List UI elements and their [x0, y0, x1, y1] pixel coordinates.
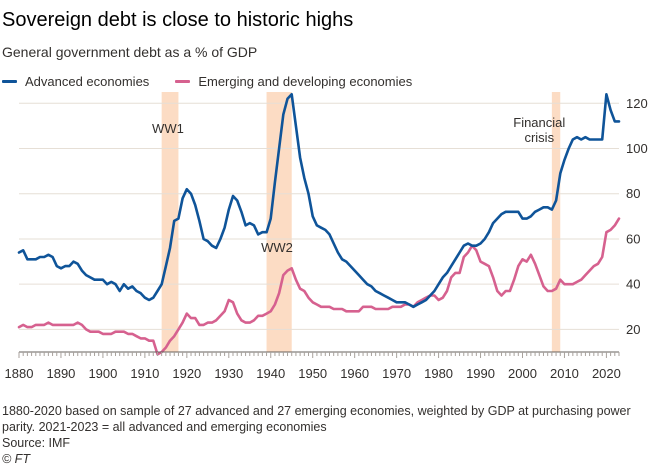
x-tick-label: 2010: [550, 366, 579, 381]
footnote: 1880-2020 based on sample of 27 advanced…: [2, 404, 631, 434]
x-tick-label: 2000: [508, 366, 537, 381]
x-tick-label: 1990: [466, 366, 495, 381]
y-tick-label: 100: [626, 141, 648, 156]
x-tick-labels: 1880 1890 1900 1910 1920 1930 1940 1950 1960 1970…: [5, 366, 621, 381]
legend-label-emerging: Emerging and developing economies: [198, 74, 413, 89]
annotation-ww1: WW1: [152, 121, 184, 136]
y-tick-label: 60: [626, 231, 640, 246]
x-tick-label: 1950: [298, 366, 327, 381]
x-tick-label: 1930: [214, 366, 243, 381]
annotation-ww2: WW2: [261, 240, 293, 255]
x-tick-label: 1920: [172, 366, 201, 381]
legend-swatch-emerging: [175, 80, 191, 83]
legend-swatch-advanced: [2, 80, 17, 83]
x-tick-label: 1960: [340, 366, 369, 381]
series-line-advanced: [17, 93, 621, 309]
source: Source: IMF: [2, 436, 71, 450]
x-tick-label: 1890: [46, 366, 75, 381]
x-tick-label: 1980: [424, 366, 453, 381]
ft-logo: © FT: [2, 452, 30, 466]
x-tick-label: 1940: [256, 366, 285, 381]
shaded-period-0: [161, 92, 179, 352]
series-lines: [17, 93, 621, 356]
grid-lines: [19, 102, 619, 330]
legend-item-advanced: Advanced economies: [2, 74, 149, 89]
x-tick-label: 1900: [88, 366, 117, 381]
annotation-financial-crisis-line1: Financial: [513, 115, 565, 130]
x-tick-label: 1970: [382, 366, 411, 381]
chart-subtitle: General government debt as a % of GDP: [2, 44, 258, 60]
shaded-period-2: [551, 92, 561, 352]
series-line-emerging: [17, 217, 621, 356]
y-tick-label: 20: [626, 322, 640, 337]
chart-title: Sovereign debt is close to historic high…: [2, 9, 354, 31]
legend-label-advanced: Advanced economies: [25, 74, 150, 89]
y-tick-label: 40: [626, 277, 640, 292]
chart-legend: Advanced economies Emerging and developi…: [2, 74, 438, 89]
y-axis: 20 40 60 80 100 120: [626, 96, 648, 337]
x-tick-label: 2020: [592, 366, 621, 381]
annotation-financial-crisis-line2: crisis: [524, 130, 554, 145]
x-tick-label: 1910: [130, 366, 159, 381]
x-tick-label: 1880: [5, 366, 34, 381]
legend-item-emerging: Emerging and developing economies: [175, 74, 412, 89]
x-axis: [18, 351, 620, 358]
y-tick-label: 80: [626, 186, 640, 201]
y-tick-label: 120: [626, 96, 648, 111]
